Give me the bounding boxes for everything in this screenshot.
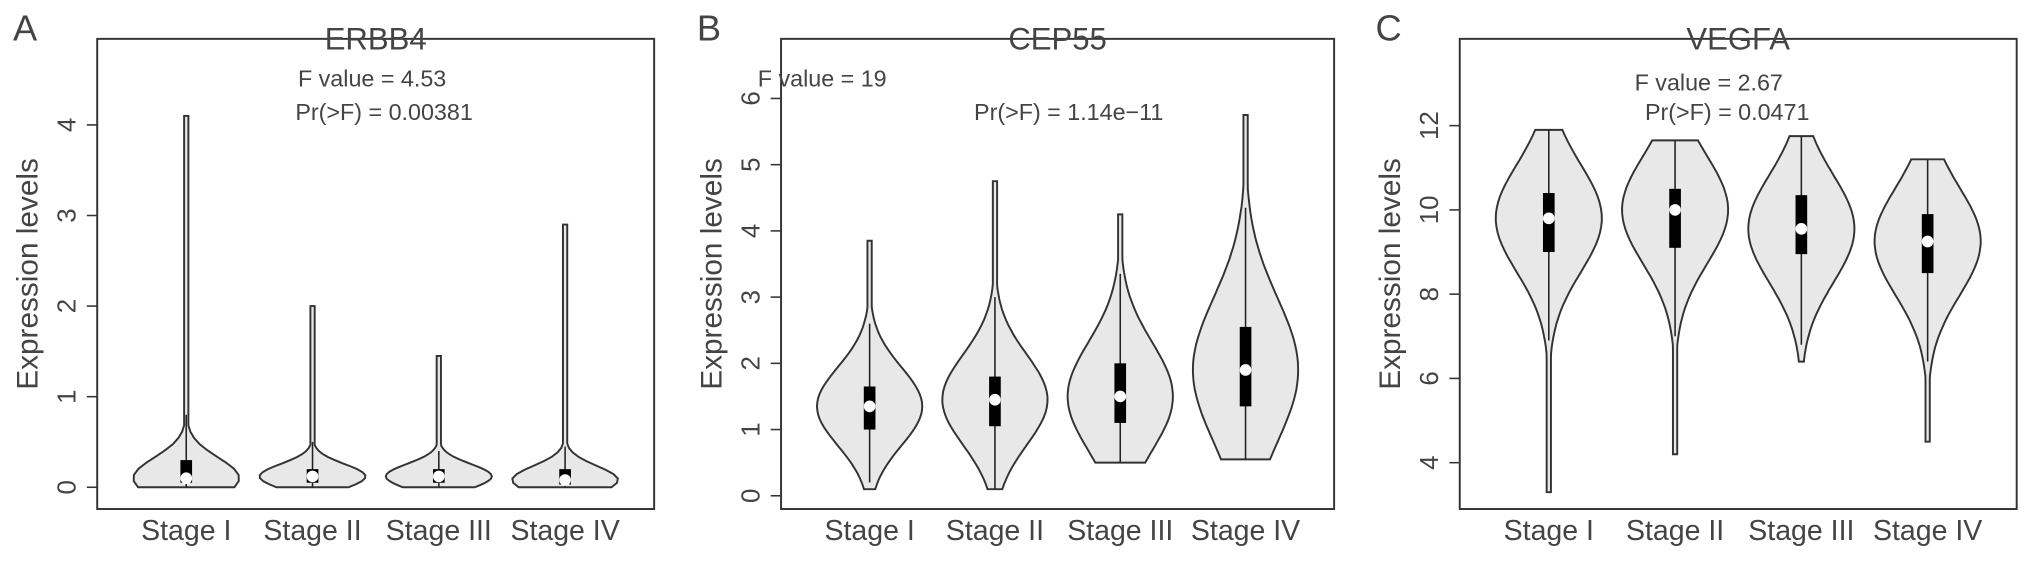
- annotation: F value = 19: [758, 65, 887, 91]
- annotation: Pr(>F) = 0.0471: [1645, 99, 1809, 125]
- y-tick-label: 2: [737, 356, 765, 370]
- chart-title: VEGFA: [1686, 22, 1790, 57]
- y-tick-label: 3: [737, 290, 765, 304]
- median: [1921, 235, 1934, 248]
- x-tick-label: Stage IV: [510, 515, 619, 547]
- median: [559, 474, 571, 486]
- plot-frame: [1458, 37, 2018, 510]
- violin: [258, 305, 367, 489]
- violin: [132, 114, 240, 489]
- y-tick-label: 0: [54, 480, 82, 494]
- y-tick-label: 12: [1416, 111, 1444, 140]
- chart-title: CEP55: [1008, 22, 1106, 57]
- annotation: Pr(>F) = 0.00381: [295, 99, 472, 125]
- median: [1114, 390, 1127, 403]
- y-tick-label: 1: [737, 422, 765, 436]
- panel-label: B: [697, 8, 721, 49]
- y-tick-label: 6: [737, 91, 765, 105]
- annotation: Pr(>F) = 1.14e−11: [974, 99, 1163, 125]
- x-tick-label: Stage III: [1067, 515, 1173, 547]
- y-tick-label: 4: [54, 118, 82, 132]
- violin: [511, 223, 619, 489]
- x-tick-label: Stage I: [824, 515, 914, 547]
- median: [180, 472, 193, 485]
- y-tick-label: 1: [54, 389, 82, 403]
- annotation: F value = 4.53: [298, 65, 446, 91]
- x-tick-label: Stage II: [946, 515, 1044, 547]
- median: [432, 470, 445, 483]
- x-tick-label: Stage I: [1504, 515, 1594, 547]
- median: [989, 393, 1001, 406]
- y-tick-label: 2: [54, 299, 82, 313]
- y-tick-label: 10: [1416, 195, 1444, 224]
- box: [1669, 188, 1681, 248]
- panel-label: C: [1376, 8, 1402, 49]
- median: [1795, 223, 1808, 235]
- x-tick-label: Stage IV: [1191, 515, 1300, 547]
- x-tick-label: Stage II: [1626, 515, 1724, 547]
- panel-label: A: [13, 8, 38, 49]
- y-tick-label: 5: [737, 157, 765, 171]
- box: [180, 460, 193, 483]
- y-axis-label: Expression levels: [696, 158, 729, 390]
- x-tick-label: Stage I: [141, 515, 231, 547]
- median: [306, 470, 319, 483]
- y-tick-label: 4: [1416, 455, 1444, 469]
- x-tick-label: Stage III: [1748, 515, 1854, 547]
- x-tick-label: Stage II: [263, 515, 361, 547]
- plot-frame: [780, 37, 1336, 510]
- plot-frame: [96, 37, 656, 510]
- y-tick-label: 4: [737, 224, 765, 238]
- y-tick-label: 3: [54, 208, 82, 222]
- x-tick-label: Stage IV: [1873, 515, 1982, 547]
- median: [1542, 212, 1555, 225]
- y-axis-label: Expression levels: [1374, 158, 1407, 390]
- violin: [384, 354, 493, 489]
- x-tick-label: Stage III: [386, 515, 492, 547]
- median: [863, 400, 876, 413]
- median: [1239, 364, 1252, 376]
- annotation: F value = 2.67: [1635, 69, 1783, 95]
- y-tick-label: 0: [737, 489, 765, 503]
- y-tick-label: 8: [1416, 287, 1444, 301]
- y-tick-label: 6: [1416, 371, 1444, 385]
- chart-title: ERBB4: [325, 22, 427, 57]
- median: [1669, 204, 1681, 216]
- y-axis-label: Expression levels: [12, 158, 45, 390]
